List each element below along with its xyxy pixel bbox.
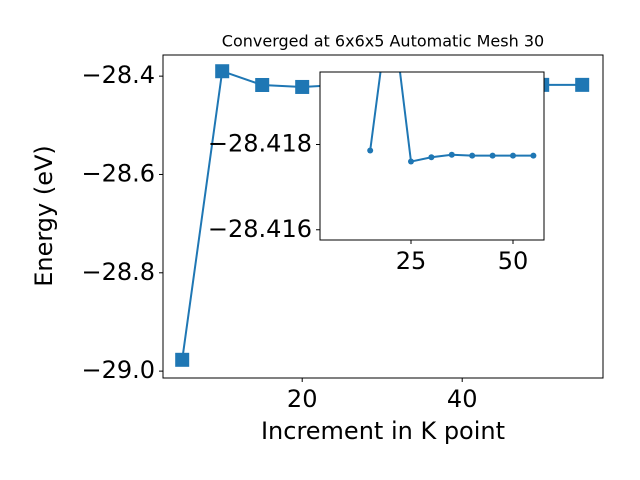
marker bbox=[175, 352, 190, 367]
chart-title: Converged at 6x6x5 Automatic Mesh 30 bbox=[222, 32, 544, 51]
y-tick-label: −29.0 bbox=[81, 356, 155, 384]
marker bbox=[367, 147, 374, 154]
marker bbox=[489, 152, 496, 159]
x-tick-label: 20 bbox=[287, 385, 318, 413]
axes-frame bbox=[162, 54, 604, 379]
marker bbox=[575, 77, 590, 92]
marker bbox=[469, 152, 476, 159]
y-tick-label: −28.8 bbox=[81, 258, 155, 286]
y-tick-label: −28.416 bbox=[208, 215, 312, 243]
x-tick-label: 50 bbox=[498, 247, 529, 275]
y-tick-label: −28.4 bbox=[81, 61, 155, 89]
marker bbox=[255, 77, 270, 92]
marker bbox=[428, 154, 435, 161]
axes-frame bbox=[319, 71, 545, 241]
y-tick-label: −28.418 bbox=[208, 129, 312, 157]
marker bbox=[448, 151, 455, 158]
marker bbox=[530, 152, 537, 159]
y-axis-label: Energy (eV) bbox=[30, 145, 58, 287]
marker bbox=[407, 158, 414, 165]
x-axis-label: Increment in K point bbox=[261, 417, 505, 445]
y-tick-label: −28.6 bbox=[81, 159, 155, 187]
marker bbox=[295, 79, 310, 94]
marker bbox=[215, 64, 230, 79]
plot-clip bbox=[367, 72, 537, 165]
x-tick-label: 25 bbox=[396, 247, 427, 275]
x-tick-label: 40 bbox=[447, 385, 478, 413]
marker bbox=[509, 152, 516, 159]
